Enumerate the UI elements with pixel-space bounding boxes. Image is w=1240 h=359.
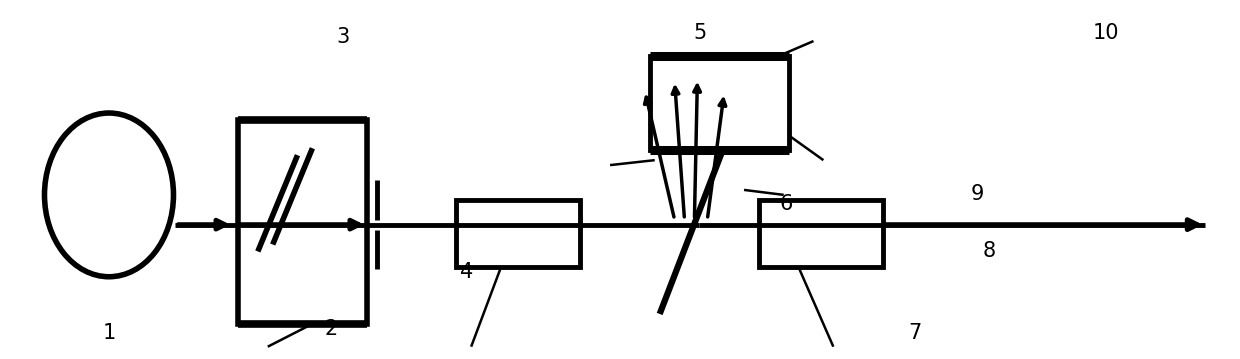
Text: 4: 4: [460, 262, 472, 282]
Text: 3: 3: [336, 27, 350, 47]
Bar: [759, 200, 883, 267]
Text: 8: 8: [982, 241, 996, 261]
Text: 7: 7: [909, 323, 921, 343]
Bar: [650, 56, 789, 150]
Text: 2: 2: [324, 319, 337, 339]
Bar: [456, 200, 580, 267]
Text: 9: 9: [970, 184, 983, 204]
Bar: [238, 121, 367, 324]
Text: 1: 1: [103, 323, 117, 343]
Text: 10: 10: [1092, 23, 1120, 43]
Text: 6: 6: [780, 195, 792, 214]
Text: 5: 5: [693, 23, 707, 43]
